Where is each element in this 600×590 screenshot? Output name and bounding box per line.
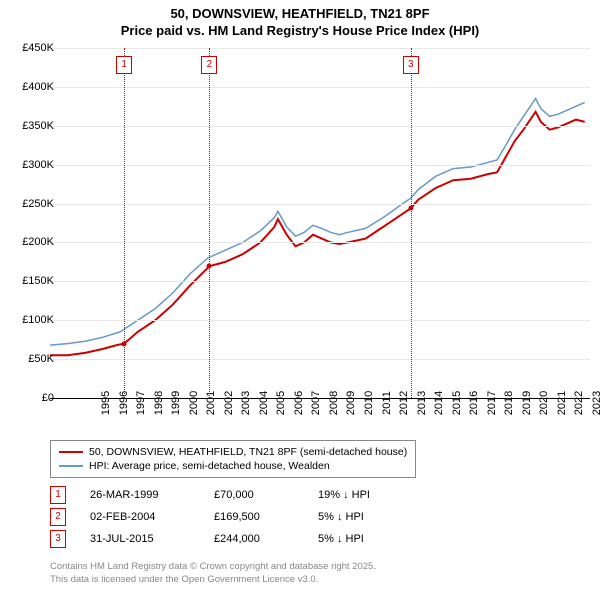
legend-swatch-blue	[59, 465, 83, 467]
event-price: £169,500	[214, 511, 294, 523]
xtick-label: 2001	[205, 391, 217, 415]
ytick-label: £450K	[8, 42, 54, 54]
gridline	[50, 281, 590, 282]
event-date: 02-FEB-2004	[90, 511, 190, 523]
chart-container: 50, DOWNSVIEW, HEATHFIELD, TN21 8PF Pric…	[0, 0, 600, 590]
gridline	[50, 359, 590, 360]
xtick-label: 2011	[381, 391, 393, 415]
xtick-label: 2007	[310, 391, 322, 415]
gridline	[50, 87, 590, 88]
gridline	[50, 126, 590, 127]
event-delta: 5% ↓ HPI	[318, 511, 364, 523]
xtick-label: 2003	[240, 391, 252, 415]
xtick-label: 2019	[521, 391, 533, 415]
event-price: £244,000	[214, 533, 294, 545]
xtick-label: 2014	[433, 391, 445, 415]
event-row: 3 31-JUL-2015 £244,000 5% ↓ HPI	[50, 528, 370, 550]
legend-label-0: 50, DOWNSVIEW, HEATHFIELD, TN21 8PF (sem…	[89, 446, 407, 458]
xtick-label: 2017	[486, 391, 498, 415]
xtick-label: 2006	[293, 391, 305, 415]
xtick-label: 2015	[451, 391, 463, 415]
xtick-label: 1997	[135, 391, 147, 415]
event-marker	[408, 206, 413, 211]
gridline	[50, 242, 590, 243]
event-marker	[122, 341, 127, 346]
event-row: 1 26-MAR-1999 £70,000 19% ↓ HPI	[50, 484, 370, 506]
gridline	[50, 48, 590, 49]
event-box: 3	[403, 56, 419, 74]
xtick-label: 2004	[258, 391, 270, 415]
series-hpi	[50, 99, 585, 346]
xtick-label: 2020	[538, 391, 550, 415]
plot-area: 1995199619971998199920002001200220032004…	[50, 48, 590, 399]
legend: 50, DOWNSVIEW, HEATHFIELD, TN21 8PF (sem…	[50, 440, 416, 478]
footer-line-2: This data is licensed under the Open Gov…	[50, 574, 318, 585]
event-date: 26-MAR-1999	[90, 489, 190, 501]
gridline	[50, 320, 590, 321]
xtick-label: 2021	[556, 391, 568, 415]
event-delta: 5% ↓ HPI	[318, 533, 364, 545]
ytick-label: £0	[8, 392, 54, 404]
xtick-label: 2013	[416, 391, 428, 415]
event-line	[411, 48, 412, 398]
gridline	[50, 165, 590, 166]
event-box: 2	[201, 56, 217, 74]
xtick-label: 1998	[153, 391, 165, 415]
chart-title: 50, DOWNSVIEW, HEATHFIELD, TN21 8PF Pric…	[0, 0, 600, 40]
event-box: 1	[116, 56, 132, 74]
event-line	[209, 48, 210, 398]
xtick-label: 2012	[398, 391, 410, 415]
xtick-label: 2016	[468, 391, 480, 415]
title-line-1: 50, DOWNSVIEW, HEATHFIELD, TN21 8PF	[170, 6, 429, 21]
xtick-label: 2008	[328, 391, 340, 415]
xtick-label: 2018	[503, 391, 515, 415]
events-table: 1 26-MAR-1999 £70,000 19% ↓ HPI 2 02-FEB-2004…	[50, 484, 370, 550]
legend-item-price-paid: 50, DOWNSVIEW, HEATHFIELD, TN21 8PF (sem…	[59, 445, 407, 459]
xtick-label: 2005	[275, 391, 287, 415]
ytick-label: £350K	[8, 120, 54, 132]
xtick-label: 2002	[223, 391, 235, 415]
footer-line-1: Contains HM Land Registry data © Crown c…	[50, 561, 376, 572]
ytick-label: £300K	[8, 159, 54, 171]
event-number: 1	[50, 486, 66, 504]
xtick-label: 2010	[363, 391, 375, 415]
event-number: 3	[50, 530, 66, 548]
attribution-footer: Contains HM Land Registry data © Crown c…	[50, 561, 376, 586]
event-price: £70,000	[214, 489, 294, 501]
legend-item-hpi: HPI: Average price, semi-detached house,…	[59, 459, 407, 473]
event-date: 31-JUL-2015	[90, 533, 190, 545]
ytick-label: £100K	[8, 314, 54, 326]
event-number: 2	[50, 508, 66, 526]
ytick-label: £250K	[8, 198, 54, 210]
xtick-label: 1995	[100, 391, 112, 415]
ytick-label: £200K	[8, 236, 54, 248]
gridline	[50, 204, 590, 205]
line-series-svg	[50, 48, 590, 398]
event-delta: 19% ↓ HPI	[318, 489, 370, 501]
title-line-2: Price paid vs. HM Land Registry's House …	[121, 23, 480, 38]
ytick-label: £400K	[8, 81, 54, 93]
xtick-label: 2022	[573, 391, 585, 415]
xtick-label: 2009	[345, 391, 357, 415]
xtick-label: 2000	[188, 391, 200, 415]
legend-swatch-red	[59, 451, 83, 453]
xtick-label: 2023	[591, 391, 600, 415]
event-marker	[207, 264, 212, 269]
ytick-label: £50K	[8, 353, 54, 365]
legend-label-1: HPI: Average price, semi-detached house,…	[89, 460, 330, 472]
event-row: 2 02-FEB-2004 £169,500 5% ↓ HPI	[50, 506, 370, 528]
ytick-label: £150K	[8, 275, 54, 287]
xtick-label: 1999	[170, 391, 182, 415]
